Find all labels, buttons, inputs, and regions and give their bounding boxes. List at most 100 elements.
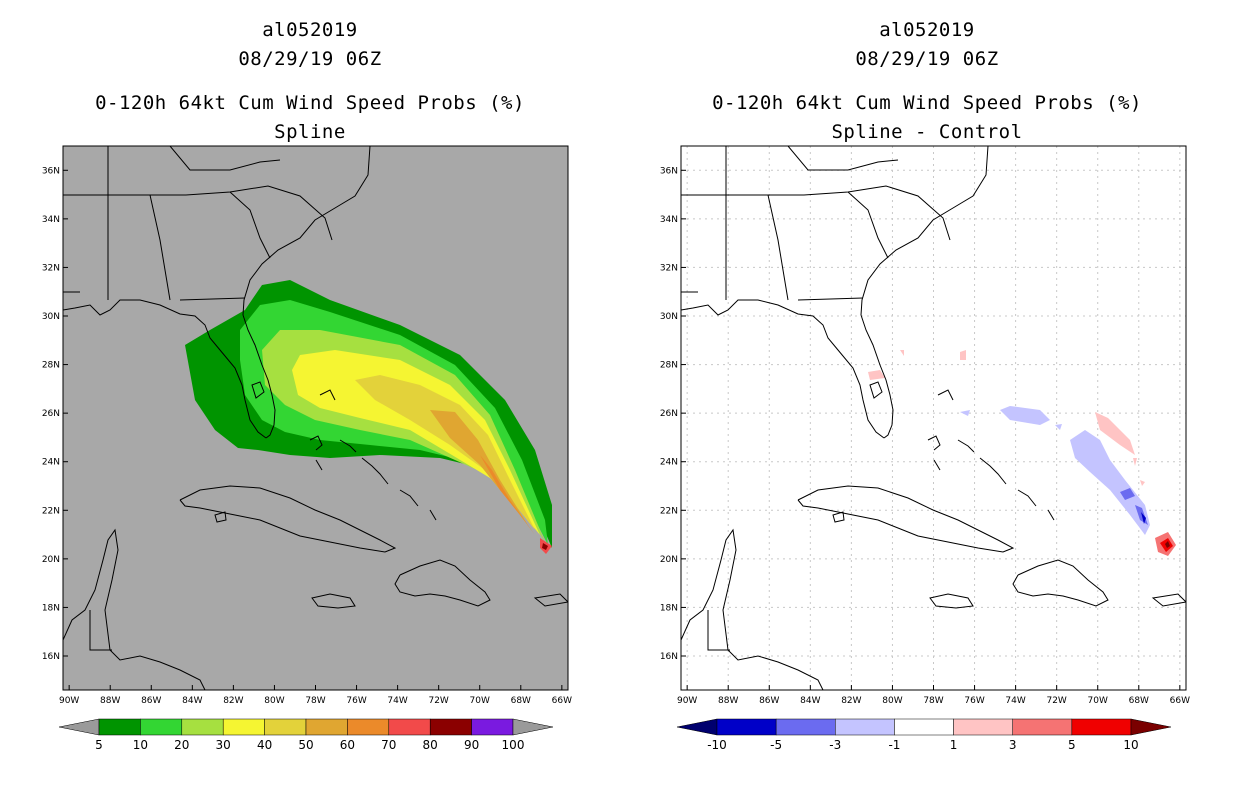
lon-tick-label: 70W [470,696,490,706]
left-datetime: 08/29/19 06Z [238,48,382,70]
colorbar-segment [835,718,895,736]
colorbar-label: 30 [216,738,231,752]
right-grid-lines [681,146,1186,690]
lat-tick-label: 28N [42,361,60,371]
colorbar-label: -5 [770,738,782,752]
lon-tick-label: 84W [800,696,820,706]
lon-tick-label: 74W [1005,696,1025,706]
left-panel-title-block: al052019 08/29/19 06Z 0-120h 64kt Cum Wi… [60,16,560,147]
left-title: 0-120h 64kt Cum Wind Speed Probs (%) [95,92,525,114]
right-map-panel: 90W 88W 86W 84W 82W 80W 78W 76W 74W 72W 70W 68W 66W 1… [660,145,1190,706]
lat-tick-label: 26N [660,409,678,419]
lat-tick-label: 16N [660,652,678,662]
colorbar-arrow-left [58,718,100,736]
lon-tick-label: 90W [677,696,697,706]
colorbar-label: 20 [174,738,189,752]
colorbar-label: 3 [1009,738,1017,752]
colorbar-arrow-right [512,718,554,736]
colorbar-label: 10 [1123,738,1138,752]
colorbar-segment [140,718,183,736]
lon-tick-label: 78W [923,696,943,706]
lon-tick-label: 66W [552,696,572,706]
colorbar-segment [388,718,431,736]
lat-tick-label: 32N [42,263,60,273]
right-title: 0-120h 64kt Cum Wind Speed Probs (%) [712,92,1142,114]
lon-tick-label: 68W [511,696,531,706]
lon-tick-label: 90W [59,696,79,706]
colorbar-label: 40 [257,738,272,752]
lon-tick-label: 76W [964,696,984,706]
lat-tick-label: 24N [660,458,678,468]
colorbar-segment [775,718,836,736]
colorbar-segment [1071,718,1132,736]
lat-tick-label: 34N [42,215,60,225]
lat-tick-label: 32N [660,263,678,273]
lat-tick-label: 28N [660,361,678,371]
colorbar-arrow-left [676,718,718,736]
colorbar-segment [264,718,307,736]
colorbar-segment [716,718,777,736]
colorbar-segment [222,718,265,736]
right-storm-id: al052019 [879,19,975,41]
colorbar-segment [305,718,348,736]
colorbar-segment [894,718,954,736]
lat-tick-label: 18N [660,603,678,613]
lon-tick-label: 88W [100,696,120,706]
colorbar-label: -10 [707,738,727,752]
colorbar-label: 80 [423,738,438,752]
lat-tick-label: 30N [42,312,60,322]
left-colorbar: 5 10 20 30 40 50 60 70 80 90 100 [58,718,554,752]
right-difference-field [681,146,1186,690]
lon-tick-label: 80W [882,696,902,706]
lat-tick-label: 26N [42,409,60,419]
colorbar-segment [1012,718,1073,736]
lon-tick-label: 70W [1088,696,1108,706]
colorbar-segment [429,718,472,736]
left-probability-swath [63,146,568,690]
lon-tick-label: 68W [1129,696,1149,706]
colorbar-segment [181,718,224,736]
left-storm-id: al052019 [262,19,358,41]
lon-tick-label: 66W [1170,696,1190,706]
lat-tick-label: 30N [660,312,678,322]
lat-tick-label: 20N [42,555,60,565]
lon-tick-label: 74W [387,696,407,706]
colorbar-arrow-right [1130,718,1172,736]
lon-tick-label: 86W [759,696,779,706]
colorbar-label: 5 [1068,738,1076,752]
colorbar-segment [347,718,390,736]
lon-tick-label: 88W [718,696,738,706]
lat-tick-label: 16N [42,652,60,662]
colorbar-label: 50 [298,738,313,752]
colorbar-label: 60 [340,738,355,752]
lon-tick-label: 82W [841,696,861,706]
left-map-panel: 90W 88W 86W 84W 82W 80W 78W 76W 74W 72W 70W 68W 66W 1… [42,145,572,706]
colorbar-label: 100 [502,738,525,752]
colorbar-segment [98,718,141,736]
right-panel-title-block: al052019 08/29/19 06Z 0-120h 64kt Cum Wi… [677,16,1177,147]
lon-tick-label: 78W [305,696,325,706]
lat-tick-label: 36N [42,166,60,176]
colorbar-label: 70 [381,738,396,752]
colorbar-label: 90 [464,738,479,752]
left-axis-ticks: 90W 88W 86W 84W 82W 80W 78W 76W 74W 72W 70W 68W 66W 1… [42,166,572,706]
lon-tick-label: 86W [141,696,161,706]
lon-tick-label: 72W [1046,696,1066,706]
lat-tick-label: 36N [660,166,678,176]
right-datetime: 08/29/19 06Z [855,48,999,70]
colorbar-segment [953,718,1013,736]
colorbar-segment [471,718,514,736]
right-axis-ticks: 90W 88W 86W 84W 82W 80W 78W 76W 74W 72W 70W 68W 66W 1… [660,166,1190,706]
lon-tick-label: 72W [428,696,448,706]
lat-tick-label: 34N [660,215,678,225]
colorbar-label: 10 [133,738,148,752]
lat-tick-label: 18N [42,603,60,613]
colorbar-label: 5 [95,738,103,752]
lon-tick-label: 80W [264,696,284,706]
lon-tick-label: 76W [346,696,366,706]
colorbar-label: 1 [950,738,958,752]
lon-tick-label: 82W [223,696,243,706]
lat-tick-label: 22N [660,506,678,516]
left-subtitle: Spline [274,121,346,143]
